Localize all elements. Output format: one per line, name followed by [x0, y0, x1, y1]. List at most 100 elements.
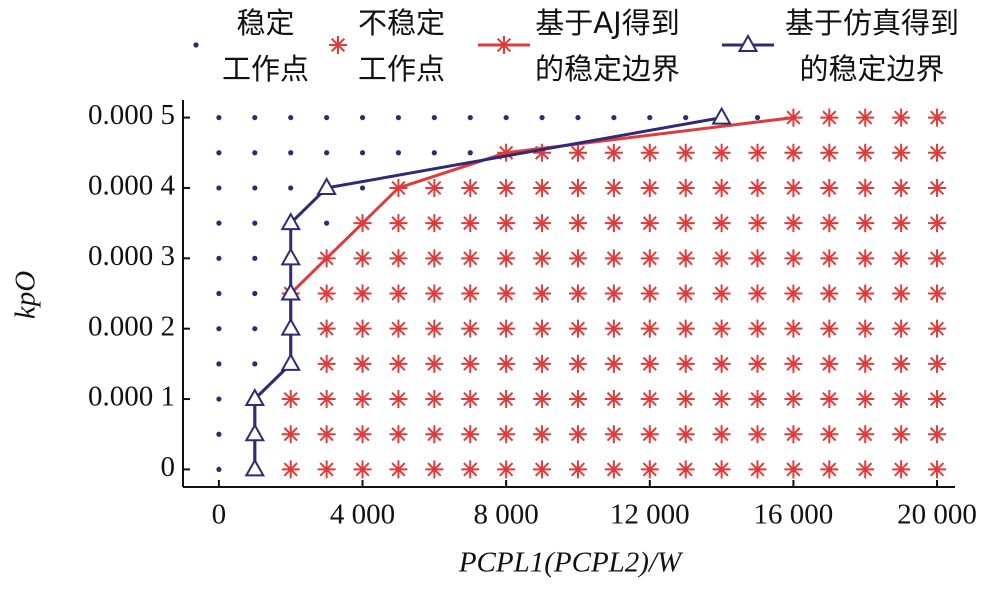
- unstable-point: [568, 249, 587, 268]
- unstable-point: [568, 214, 587, 233]
- unstable-point: [533, 425, 552, 444]
- unstable-point: [892, 214, 911, 233]
- unstable-point: [712, 143, 731, 162]
- unstable-point: [856, 425, 875, 444]
- unstable-point: [425, 249, 444, 268]
- unstable-point: [820, 390, 839, 409]
- unstable-point: [604, 143, 623, 162]
- unstable-point: [425, 460, 444, 479]
- unstable-point: [604, 354, 623, 373]
- unstable-point: [784, 249, 803, 268]
- unstable-point: [748, 249, 767, 268]
- legend-label: 不稳定 工作点: [358, 6, 446, 86]
- stable-point: [216, 431, 222, 437]
- unstable-point: [784, 460, 803, 479]
- unstable-point: [604, 249, 623, 268]
- unstable-point: [497, 214, 516, 233]
- stable-point: [467, 114, 473, 121]
- unstable-point: [892, 460, 911, 479]
- unstable-point: [353, 354, 372, 373]
- unstable-point: [928, 284, 947, 303]
- legend-marker: [495, 36, 513, 54]
- stable-point: [216, 361, 222, 367]
- unstable-point: [281, 460, 300, 479]
- triangle-marker: [244, 458, 266, 477]
- unstable-point: [604, 460, 623, 479]
- unstable-point: [533, 284, 552, 303]
- stable-point: [503, 114, 509, 121]
- unstable-point: [317, 284, 336, 303]
- unstable-point: [928, 178, 947, 197]
- unstable-point: [712, 284, 731, 303]
- unstable-point: [425, 425, 444, 444]
- unstable-point: [820, 460, 839, 479]
- stable-point: [288, 114, 294, 121]
- unstable-point: [533, 354, 552, 373]
- unstable-point: [497, 354, 516, 373]
- unstable-point: [820, 178, 839, 197]
- unstable-point: [461, 425, 480, 444]
- unstable-point: [425, 354, 444, 373]
- unstable-point: [892, 354, 911, 373]
- unstable-point: [640, 249, 659, 268]
- unstable-point: [712, 214, 731, 233]
- unstable-point: [820, 108, 839, 127]
- unstable-point: [712, 460, 731, 479]
- unstable-point: [856, 143, 875, 162]
- stable-point: [431, 150, 437, 156]
- unstable-point: [640, 390, 659, 409]
- stable-point: [467, 150, 473, 156]
- stable-point: [359, 185, 366, 191]
- unstable-point: [461, 249, 480, 268]
- unstable-point: [784, 143, 803, 162]
- legend-marker: [193, 42, 199, 48]
- unstable-point: [676, 284, 695, 303]
- unstable-point: [784, 319, 803, 338]
- unstable-point: [281, 390, 300, 409]
- unstable-point: [676, 319, 695, 338]
- unstable-point: [748, 425, 767, 444]
- unstable-point: [604, 214, 623, 233]
- unstable-point: [425, 178, 444, 197]
- stable-point: [216, 396, 222, 402]
- boundary-line: [253, 116, 722, 470]
- x-tick-label: 4 000: [330, 499, 395, 531]
- unstable-point: [784, 425, 803, 444]
- unstable-point: [497, 178, 516, 197]
- unstable-point: [856, 249, 875, 268]
- unstable-point: [892, 249, 911, 268]
- unstable-point: [856, 214, 875, 233]
- unstable-point: [353, 319, 372, 338]
- unstable-point: [281, 425, 300, 444]
- unstable-point: [353, 390, 372, 409]
- unstable-point: [784, 108, 803, 127]
- triangle-marker: [280, 352, 301, 371]
- unstable-point: [389, 319, 408, 338]
- unstable-point: [928, 354, 947, 373]
- unstable-point: [353, 249, 372, 268]
- unstable-point: [353, 284, 372, 303]
- unstable-point: [425, 214, 444, 233]
- legend-marker: [737, 33, 759, 52]
- stable-point: [216, 220, 222, 226]
- stable-point: [683, 114, 689, 121]
- unstable-point: [748, 390, 767, 409]
- unstable-point: [317, 319, 336, 338]
- unstable-point: [784, 390, 803, 409]
- unstable-point: [568, 425, 587, 444]
- unstable-point: [820, 354, 839, 373]
- unstable-point: [892, 390, 911, 409]
- unstable-point: [892, 108, 911, 127]
- unstable-point: [389, 284, 408, 303]
- unstable-point: [856, 108, 875, 127]
- triangle-marker: [280, 212, 301, 231]
- unstable-point: [640, 319, 659, 338]
- stable-point: [252, 361, 258, 367]
- y-tick-label: 0.000 1: [88, 381, 175, 413]
- unstable-point: [604, 178, 623, 197]
- y-tick-label: 0.000 5: [88, 99, 175, 131]
- unstable-point: [748, 284, 767, 303]
- stable-point: [288, 185, 294, 191]
- unstable-point: [712, 319, 731, 338]
- unstable-point: [928, 143, 947, 162]
